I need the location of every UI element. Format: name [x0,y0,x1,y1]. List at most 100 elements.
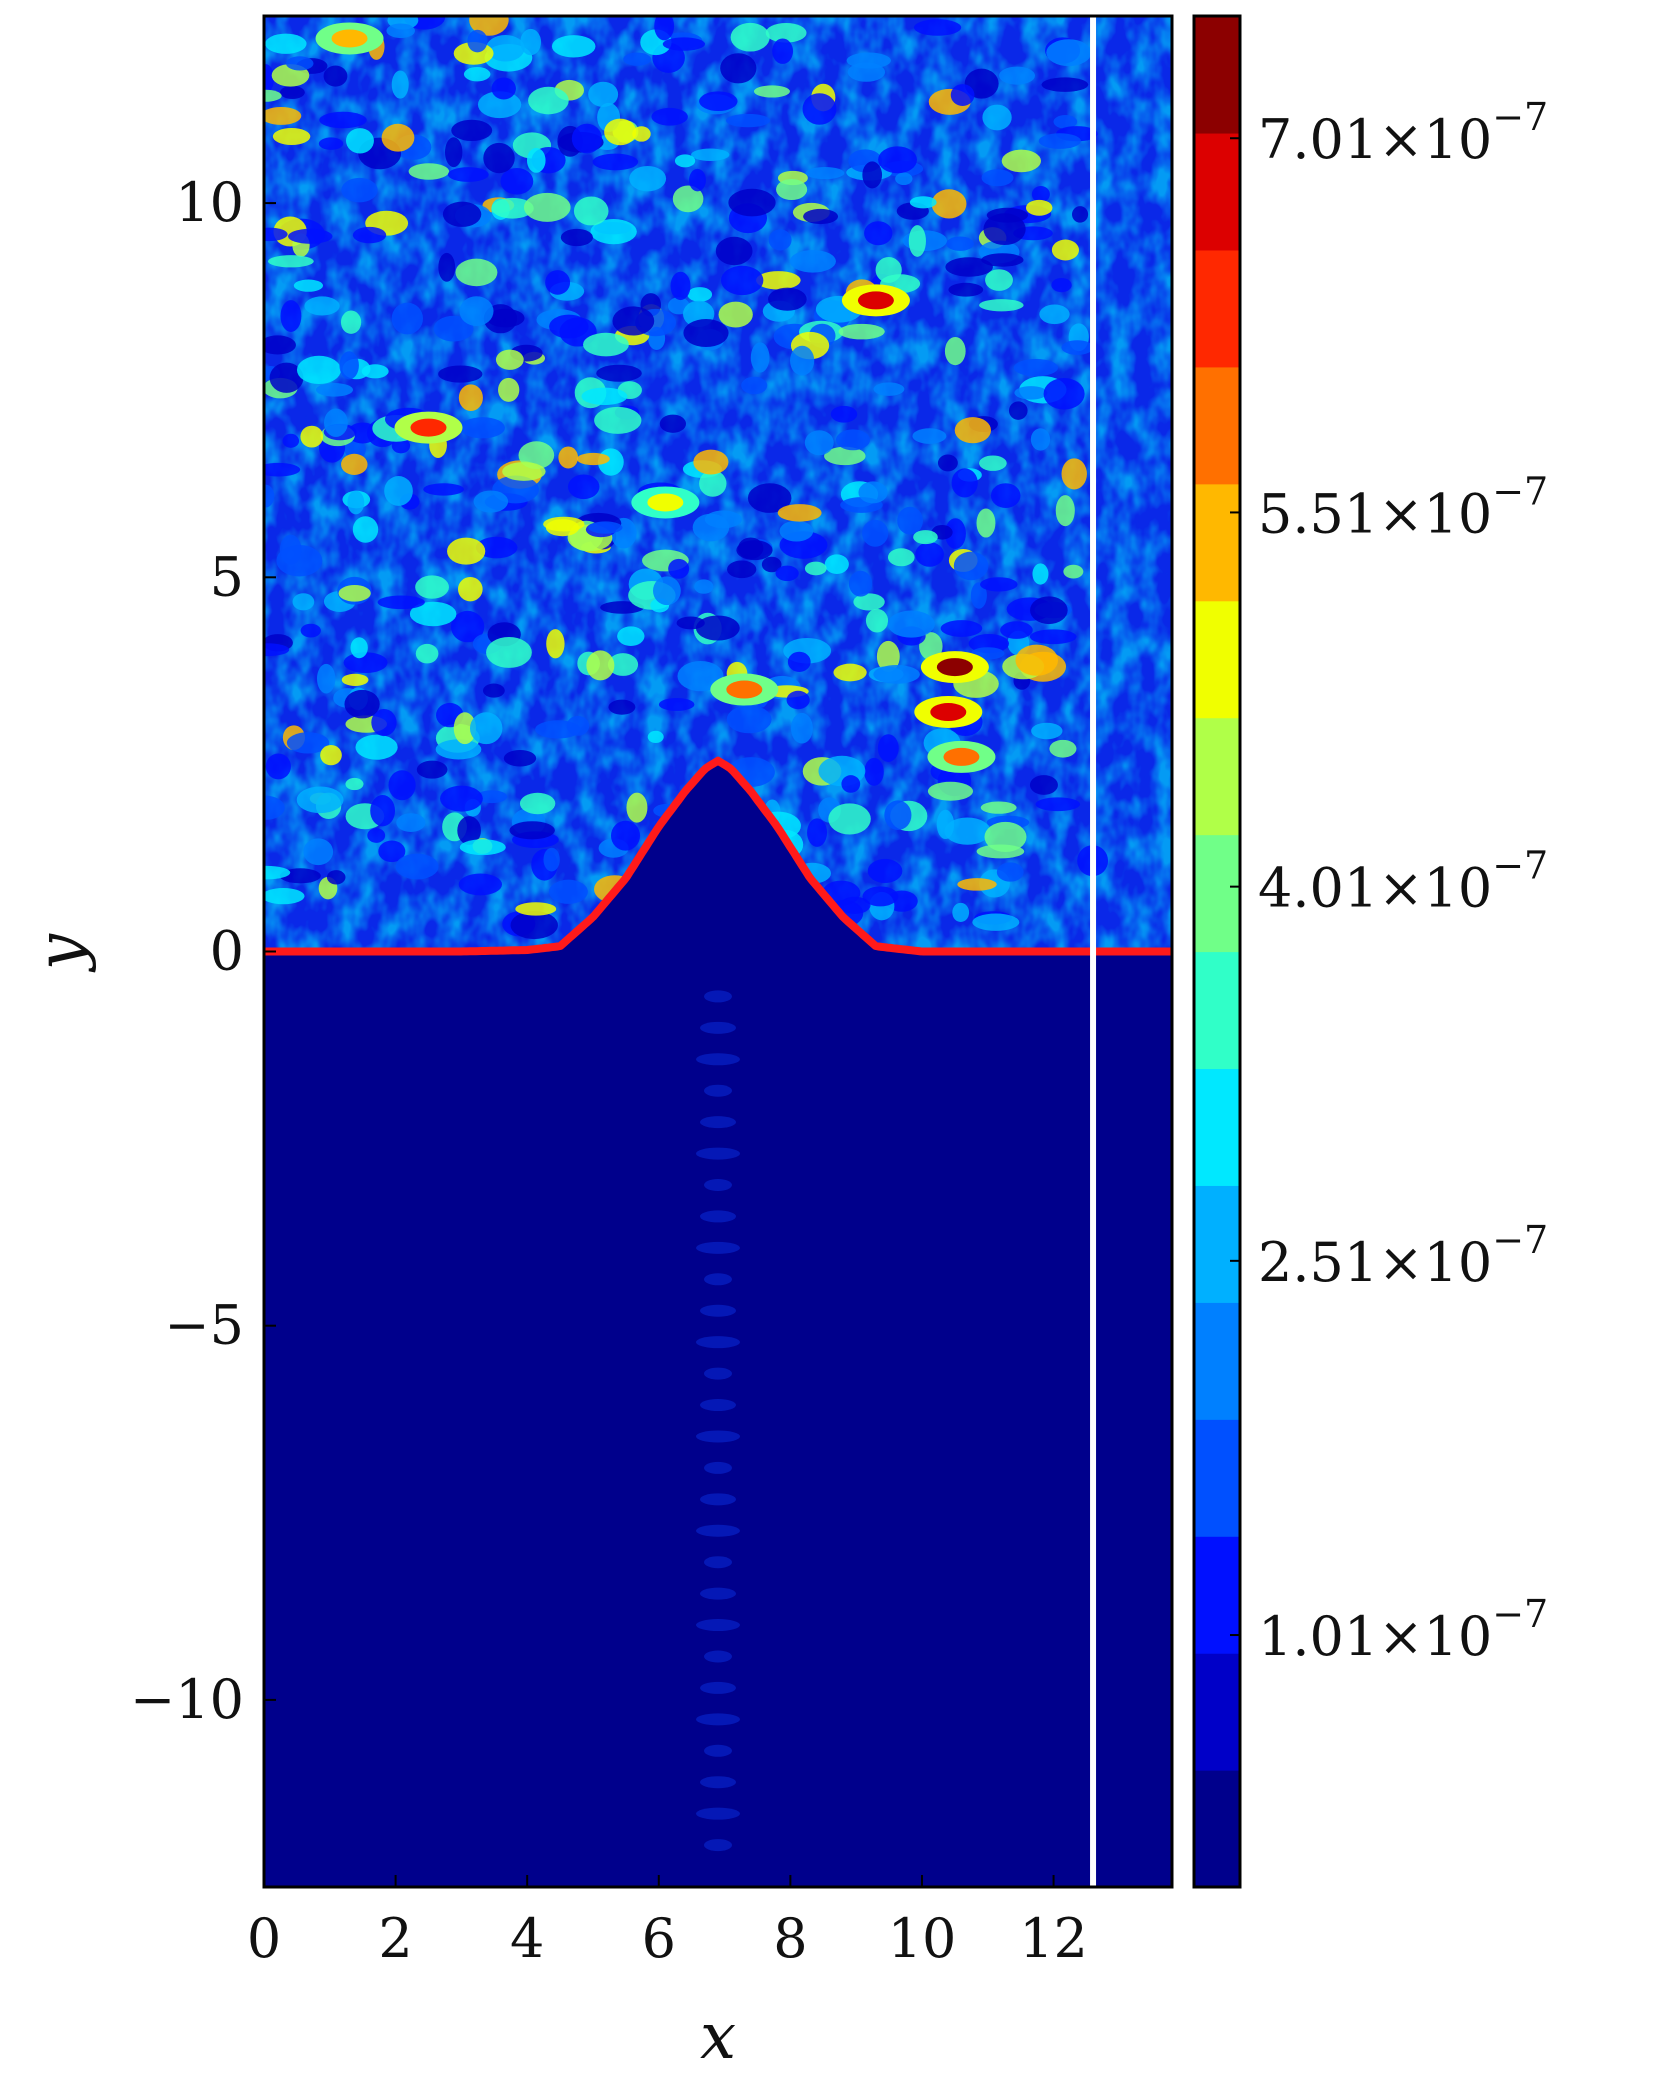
field-blob [1013,358,1059,377]
field-blob [720,265,764,296]
field-blob [946,236,974,251]
beam-fringe [700,1399,736,1412]
field-blob [776,178,808,201]
field-blob [320,745,342,766]
beam-fringe [696,1147,740,1160]
field-blob [526,147,546,173]
field-blob [345,777,364,791]
x-tick-label: 4 [510,1907,544,1970]
colorbar-level [1194,1653,1240,1771]
colorbar [1194,16,1240,1888]
field-blob [315,383,354,397]
field-blob [581,387,628,406]
field-blob [476,790,508,804]
field-blob [1031,722,1063,740]
field-blob [442,201,482,227]
field-blob [567,474,600,500]
field-blob [695,615,740,641]
field-blob [953,551,989,581]
field-blob [1043,378,1085,410]
field-blob [715,236,753,266]
field-blob [288,228,333,244]
field-blob [486,34,525,62]
beam-fringe [700,1116,736,1129]
field-blob [319,111,367,129]
field-blob [440,785,483,812]
field-blob [730,22,770,52]
field-blob [264,227,288,242]
field-blob [944,817,991,845]
field-blob [612,306,655,336]
field-blob [384,476,413,506]
field-blob [838,323,885,340]
field-blob [339,351,359,380]
field-blob [691,148,730,161]
field-blob [391,302,424,335]
field-blob [919,632,943,661]
field-blob [588,521,623,534]
field-blob [908,225,926,257]
field-blob [502,462,546,481]
field-blob [683,319,729,348]
field-blob [970,582,987,609]
field-blob [858,481,888,504]
field-blob [651,107,688,126]
field-blob [1061,340,1094,355]
field-blob [453,712,477,745]
field-blob [509,821,555,840]
colorbar-tick-label: 5.51×10−7 [1258,469,1548,545]
field-blob [518,441,555,470]
field-blob [370,795,396,827]
field-blob [909,196,937,209]
field-blob [491,197,534,219]
field-blob [498,377,520,402]
beam-fringe [700,1304,736,1317]
field-blob [737,537,764,559]
field-blob [409,601,457,627]
field-blob [948,282,984,297]
beam-fringe [704,1461,732,1474]
field-blob [694,579,714,594]
colorbar-level [1194,1068,1240,1186]
colorbar-ticks: 1.01×10−7 2.51×10−7 4.01×10−7 5.51×10−7 7.01… [1230,95,1548,1668]
field-blob [786,690,810,710]
field-blob [726,113,771,128]
field-blob [747,483,792,513]
field-blob [848,570,873,597]
field-blob [586,650,615,681]
field-blob [996,862,1024,882]
field-blob [753,85,790,98]
field-blob [1030,596,1068,625]
field-blob [952,902,970,922]
field-blob [458,873,503,896]
field-blob [355,734,398,760]
field-blob [1055,495,1075,527]
field-blob [391,70,409,99]
beam-fringe [704,1556,732,1569]
field-blob [608,699,636,715]
x-tick-label: 0 [247,1907,281,1970]
field-blob [617,626,645,646]
field-blob [674,154,696,168]
intensity-blobs [264,16,1109,940]
field-blob [520,28,542,56]
field-blob [560,228,593,247]
field-blob [300,425,324,448]
field-blob [830,405,858,423]
field-blob [482,683,505,698]
field-blob [984,821,1027,852]
field-blob [395,853,439,880]
field-blob [835,429,871,451]
field-blob [416,760,448,779]
field-blob [267,255,314,268]
field-blob [264,335,296,355]
field-blob [862,886,899,907]
field-blob [676,616,705,630]
field-blob [343,652,388,674]
field-blob [477,91,522,119]
field-blob [483,142,515,174]
hotspot [936,658,973,677]
colorbar-level [1194,1770,1240,1888]
hotspot [726,680,763,699]
